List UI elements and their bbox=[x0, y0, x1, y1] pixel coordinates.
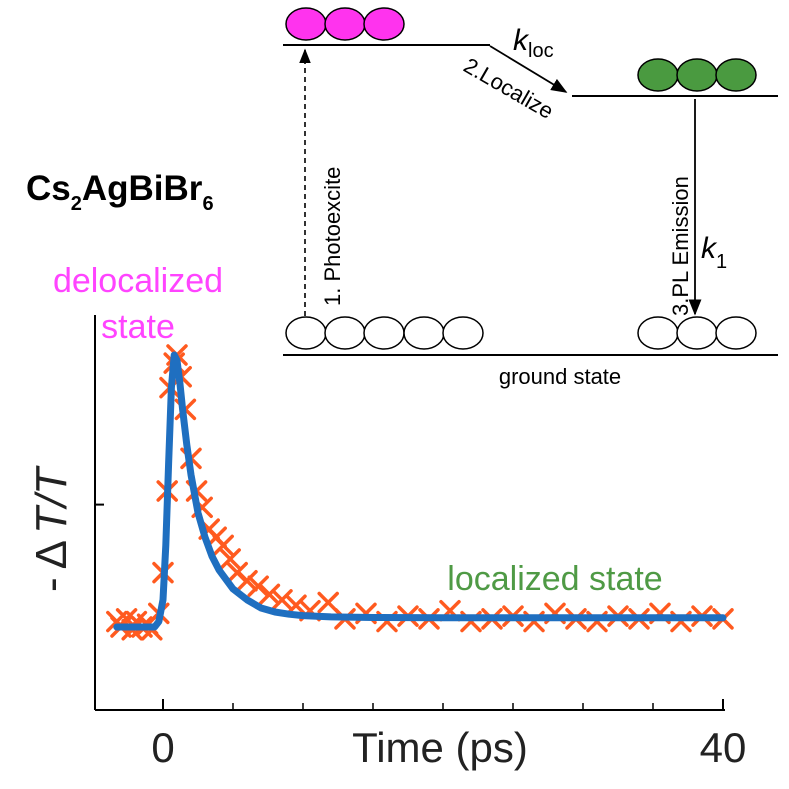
ground-carrier bbox=[403, 316, 445, 350]
delocalized-carrier bbox=[324, 7, 366, 41]
data-point bbox=[317, 591, 339, 614]
ground-carrier bbox=[285, 316, 327, 350]
x-axis-label: Time (ps) bbox=[352, 724, 528, 771]
localized-carrier bbox=[637, 58, 679, 92]
delocalized-carrier bbox=[363, 7, 405, 41]
emission-label: 3.PL Emission bbox=[668, 176, 693, 316]
axes: 0 40 bbox=[94, 315, 747, 771]
data-point bbox=[236, 570, 258, 592]
localized-label: localized state bbox=[447, 560, 662, 598]
delocalized-label-line1: delocalized bbox=[53, 262, 223, 300]
fit-curve bbox=[113, 351, 727, 631]
ground-carrier bbox=[363, 316, 405, 350]
photoexcite-label: 1. Photoexcite bbox=[320, 167, 345, 306]
localize-label: 2.Localize bbox=[460, 53, 558, 124]
ground-carrier bbox=[715, 316, 757, 350]
x-tick-label: 0 bbox=[151, 724, 174, 771]
data-point bbox=[271, 589, 293, 611]
energy-diagram: 1. Photoexcite 2.Localize 3.PL Emission … bbox=[283, 7, 778, 389]
ground-carrier bbox=[442, 316, 484, 350]
localized-carrier bbox=[715, 58, 757, 92]
ground-state-label: ground state bbox=[499, 364, 621, 389]
x-tick-label: 40 bbox=[700, 724, 747, 771]
ground-carrier bbox=[637, 316, 679, 350]
data-point bbox=[258, 583, 281, 606]
data-point bbox=[219, 548, 241, 570]
localized-carrier bbox=[676, 58, 718, 92]
compound-formula: Cs2AgBiBr6 bbox=[26, 169, 214, 215]
data-point bbox=[212, 534, 234, 557]
delocalized-carrier bbox=[285, 7, 327, 41]
ground-carrier bbox=[676, 316, 718, 350]
delocalized-label-line2: state bbox=[101, 308, 175, 346]
k-loc-label: kloc bbox=[513, 24, 554, 62]
ground-carrier bbox=[324, 316, 366, 350]
y-axis-label: -ΔT/T bbox=[27, 465, 76, 592]
k1-label: k1 bbox=[701, 232, 727, 273]
data-point bbox=[247, 575, 269, 597]
localize-arrow bbox=[489, 45, 568, 93]
